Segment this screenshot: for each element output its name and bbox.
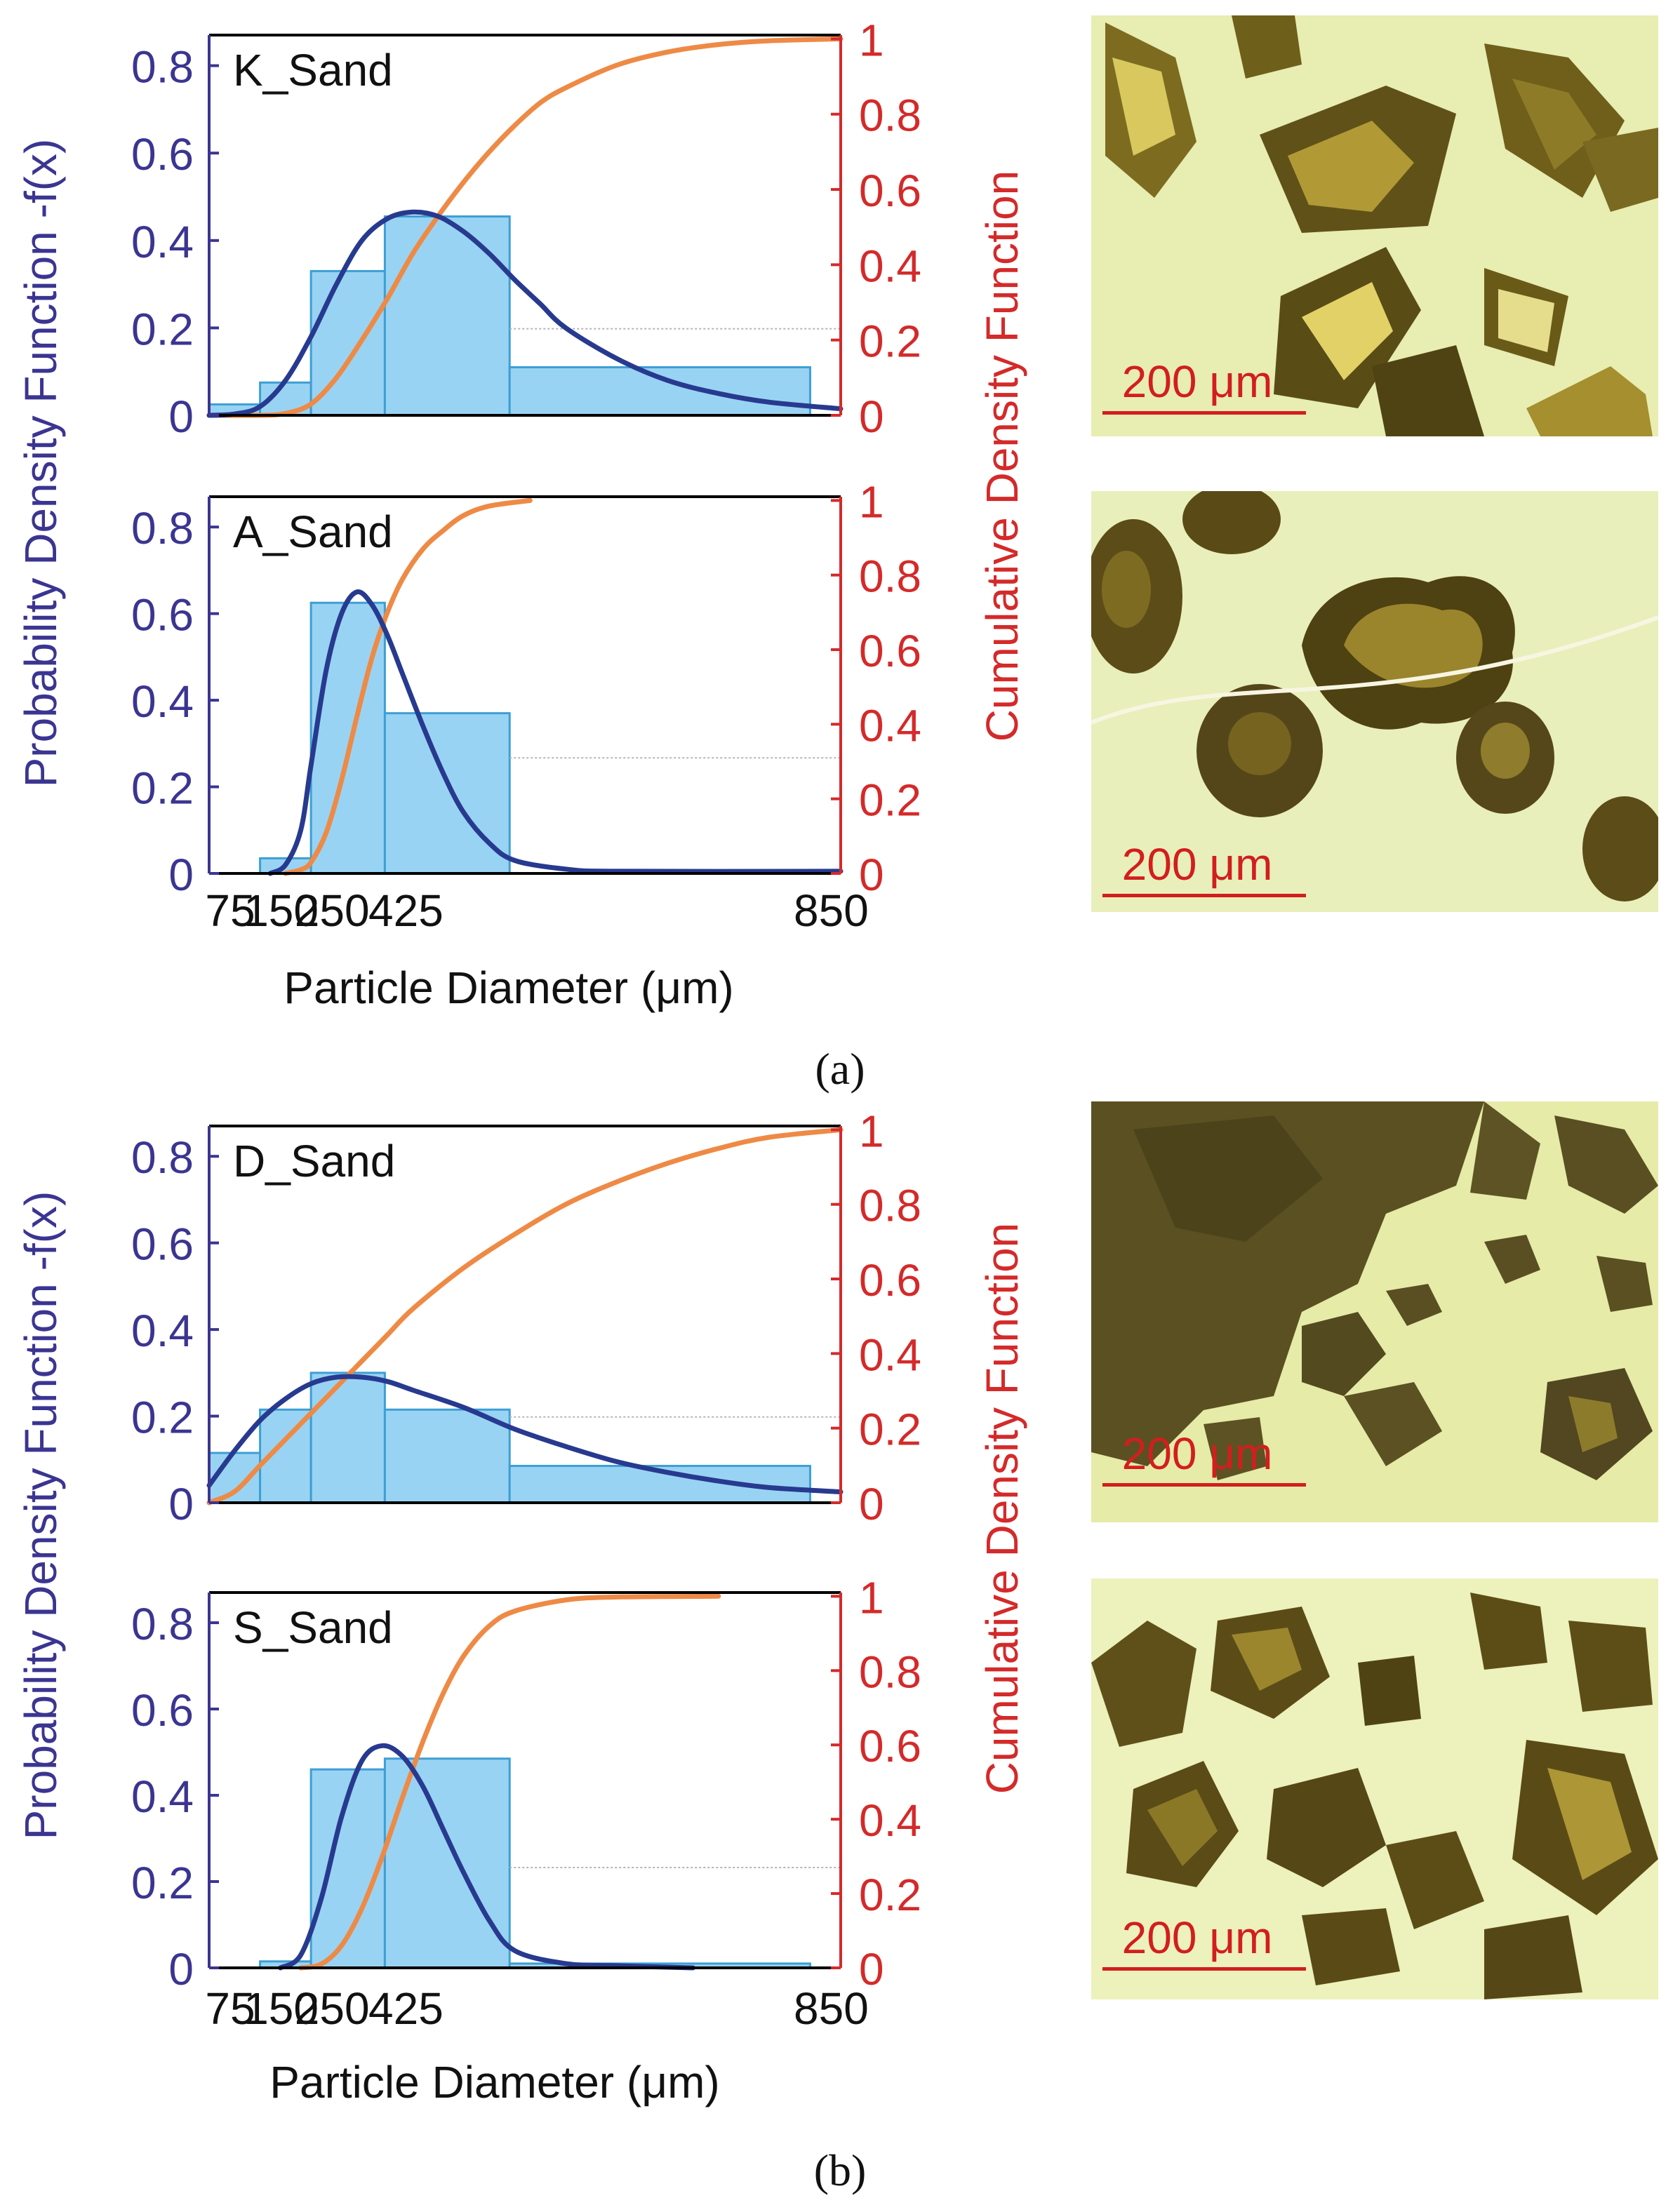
left-tick-label: 0.4: [131, 1306, 194, 1356]
pdf-curve: [206, 1374, 844, 1495]
right-tick-label: 0: [859, 1479, 884, 1529]
x-tick-label: 150: [244, 1983, 319, 2034]
x-tick-label: 75: [205, 1983, 255, 2034]
left-tick-label: 0.4: [131, 1771, 194, 1822]
panel-title: D_Sand: [233, 1136, 395, 1186]
right-tick-label: 1: [859, 1572, 884, 1623]
chart-panels: 0 0.2 0.4 0.6 0.8 0 0.2 0.4 0.6 0.8 1 K_Sand 0 0.2 0.4…: [131, 15, 921, 2034]
x-axis-title-b: Particle Diameter (μm): [269, 2057, 719, 2107]
left-tick-label: 0.4: [131, 676, 194, 727]
x-tick-label: 250: [295, 885, 370, 936]
chart-panel-0: 0 0.2 0.4 0.6 0.8 0 0.2 0.4 0.6 0.8 1 K_Sand: [131, 15, 921, 442]
left-axis-title-a: Probability Density Function -f(x): [15, 139, 66, 788]
scale-bar-k-sand: 200 μm: [1102, 356, 1306, 415]
x-tick-label: 850: [794, 885, 869, 936]
scale-bar-label: 200 μm: [1121, 839, 1273, 890]
right-tick-label: 0.8: [859, 1181, 921, 1231]
x-tick-label: 850: [794, 1983, 869, 2034]
right-axis-title-a: Cumulative Density Function: [977, 170, 1027, 742]
left-tick-label: 0.2: [131, 1858, 194, 1908]
scale-bar-label: 200 μm: [1121, 1912, 1273, 1963]
chart-panel-1: 0 0.2 0.4 0.6 0.8 0 0.2 0.4 0.6 0.8 1 A_Sand 7515025…: [131, 476, 921, 936]
left-tick-label: 0: [168, 1944, 194, 1995]
cdf-curve: [298, 1593, 721, 1971]
left-tick-label: 0.6: [131, 129, 194, 180]
chart-panel-2: 0 0.2 0.4 0.6 0.8 0 0.2 0.4 0.6 0.8 1 D_Sand: [131, 1106, 921, 1529]
left-tick-label: 0.2: [131, 763, 194, 814]
left-tick-label: 0.8: [131, 503, 194, 554]
histogram-bar: [309, 1372, 386, 1504]
scale-bar-d-sand: 200 μm: [1102, 1428, 1306, 1487]
left-tick-label: 0.8: [131, 1599, 194, 1649]
histogram-bar: [383, 1408, 511, 1504]
left-axis-title-b: Probability Density Function -f(x): [15, 1191, 66, 1840]
left-tick-label: 0: [168, 850, 194, 900]
right-tick-label: 0.2: [859, 1870, 921, 1920]
right-tick-label: 0.8: [859, 551, 921, 602]
left-tick-label: 0.6: [131, 1685, 194, 1736]
x-tick-label: 150: [244, 885, 319, 936]
part-label-b: (b): [814, 2145, 867, 2195]
right-tick-label: 0.6: [859, 166, 921, 216]
histogram-bar: [383, 712, 511, 875]
scale-bar-label: 200 μm: [1121, 1428, 1273, 1479]
panel-title: K_Sand: [233, 45, 393, 95]
left-tick-label: 0.2: [131, 1393, 194, 1443]
scale-bar-label: 200 μm: [1121, 356, 1273, 407]
histogram-bar: [383, 215, 511, 417]
right-tick-label: 0: [859, 391, 884, 442]
right-tick-label: 0.4: [859, 1795, 921, 1846]
right-tick-label: 1: [859, 1106, 884, 1156]
micrograph-s-sand: 200 μm: [1091, 1578, 1658, 1999]
right-tick-label: 0.2: [859, 775, 921, 826]
left-tick-label: 0: [168, 391, 194, 442]
right-tick-label: 0.6: [859, 1255, 921, 1306]
cdf-curve: [283, 497, 533, 876]
right-tick-label: 1: [859, 15, 884, 65]
right-tick-label: 0: [859, 1944, 884, 1995]
pdf-curve: [267, 589, 844, 876]
micrograph-k-sand: 200 μm: [1091, 15, 1658, 436]
scale-bar-s-sand: 200 μm: [1102, 1912, 1306, 1971]
right-tick-label: 0.6: [859, 1721, 921, 1771]
x-tick-label: 425: [368, 885, 444, 936]
x-tick-label: 75: [205, 885, 255, 936]
x-tick-label: 250: [295, 1983, 370, 2034]
right-tick-label: 0.4: [859, 1329, 921, 1380]
scale-bar-a-sand: 200 μm: [1102, 839, 1306, 897]
cdf-curve: [206, 1127, 844, 1506]
micrograph-a-sand: 200 μm: [1091, 491, 1658, 912]
left-tick-label: 0: [168, 1479, 194, 1529]
left-tick-label: 0.4: [131, 217, 194, 267]
left-tick-label: 0.6: [131, 590, 194, 641]
left-tick-label: 0.2: [131, 304, 194, 354]
right-tick-label: 0.6: [859, 626, 921, 676]
right-axis-title-b: Cumulative Density Function: [977, 1223, 1027, 1795]
panel-title: S_Sand: [233, 1602, 393, 1653]
cdf-curve: [206, 36, 844, 418]
right-tick-label: 0.8: [859, 1647, 921, 1697]
right-tick-label: 0.4: [859, 700, 921, 751]
panel-title: A_Sand: [233, 507, 393, 557]
pdf-curve: [278, 1743, 695, 1971]
chart-panel-3: 0 0.2 0.4 0.6 0.8 0 0.2 0.4 0.6 0.8 1 S_Sand 7515025…: [131, 1572, 921, 2034]
right-tick-label: 1: [859, 476, 884, 527]
right-tick-label: 0.4: [859, 241, 921, 291]
histogram-bar: [309, 601, 386, 875]
right-tick-label: 0.2: [859, 1405, 921, 1455]
left-tick-label: 0.6: [131, 1219, 194, 1270]
right-tick-label: 0.8: [859, 91, 921, 141]
left-tick-label: 0.8: [131, 1132, 194, 1183]
pdf-curve: [206, 209, 844, 418]
micrograph-d-sand: 200 μm: [1091, 1101, 1658, 1522]
left-tick-label: 0.8: [131, 42, 194, 93]
part-label-a: (a): [815, 1044, 865, 1094]
histogram-bar: [508, 366, 811, 417]
right-tick-label: 0: [859, 850, 884, 900]
x-axis-title-a: Particle Diameter (μm): [284, 963, 733, 1013]
right-tick-label: 0.2: [859, 316, 921, 367]
x-tick-label: 425: [368, 1983, 444, 2034]
